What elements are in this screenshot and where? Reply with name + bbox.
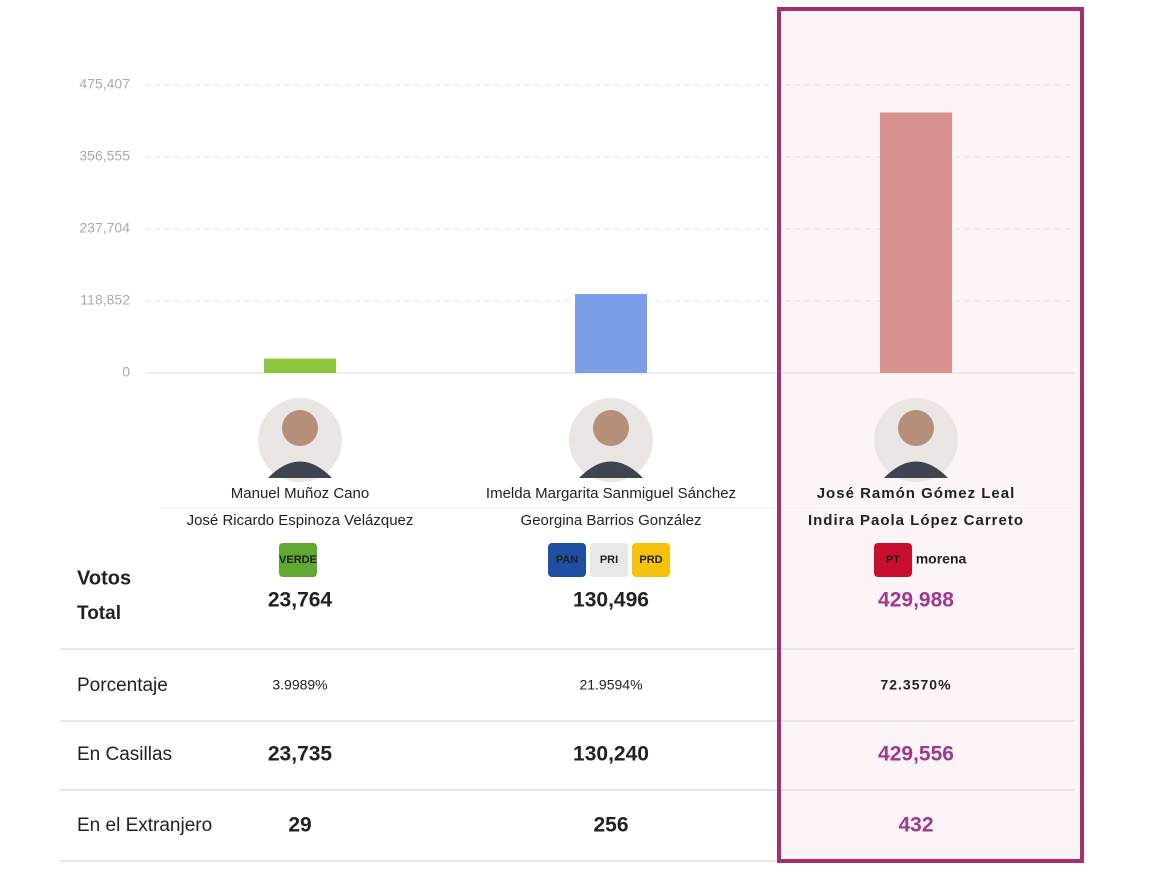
cell: 23,735 bbox=[268, 743, 333, 766]
photo-body bbox=[579, 461, 643, 478]
bar bbox=[575, 293, 647, 373]
running-mate: Indira Paola López Carreto bbox=[808, 512, 1024, 529]
bar bbox=[264, 358, 336, 373]
cell: 429,556 bbox=[878, 743, 954, 766]
party-logo bbox=[874, 543, 912, 577]
y-tick-label: 0 bbox=[122, 364, 130, 380]
candidate-name: Imelda Margarita Sanmiguel Sánchez bbox=[486, 485, 736, 502]
photo-head bbox=[282, 410, 318, 446]
total-votes: 429,988 bbox=[878, 589, 954, 612]
party-logo bbox=[590, 543, 628, 577]
running-mate: Georgina Barrios González bbox=[521, 512, 702, 529]
cell: 3.9989% bbox=[272, 677, 327, 693]
row-label: En Casillas bbox=[77, 744, 172, 765]
y-tick-label: 118,852 bbox=[80, 292, 130, 308]
photo-head bbox=[898, 410, 934, 446]
candidate-name: José Ramón Gómez Leal bbox=[817, 485, 1016, 502]
cell: 130,240 bbox=[573, 743, 649, 766]
total-label: Total bbox=[77, 603, 121, 624]
y-tick-label: 475,407 bbox=[79, 76, 130, 92]
party-name: PAN bbox=[556, 554, 578, 566]
photo-head bbox=[593, 410, 629, 446]
party-name: PRD bbox=[639, 554, 662, 566]
photo-body bbox=[884, 461, 948, 478]
cell: 21.9594% bbox=[579, 677, 642, 693]
party-logo bbox=[632, 543, 670, 577]
party-logo bbox=[279, 543, 317, 577]
total-votes: 23,764 bbox=[268, 589, 333, 612]
y-tick-label: 237,704 bbox=[79, 220, 130, 236]
party-logo bbox=[548, 543, 586, 577]
y-tick-label: 356,555 bbox=[79, 148, 130, 164]
running-mate: José Ricardo Espinoza Velázquez bbox=[187, 512, 414, 529]
total-votes: 130,496 bbox=[573, 589, 649, 612]
cell: 72.3570% bbox=[880, 677, 951, 693]
cell: 29 bbox=[288, 814, 311, 837]
total-label: Votos bbox=[77, 567, 131, 589]
cell: 432 bbox=[898, 814, 933, 837]
row-label: En el Extranjero bbox=[77, 815, 212, 836]
row-label: Porcentaje bbox=[77, 675, 168, 696]
party-name: VERDE bbox=[279, 554, 317, 566]
party-name: PT bbox=[886, 554, 900, 566]
party-name: morena bbox=[916, 551, 967, 567]
bar bbox=[880, 112, 952, 373]
cell: 256 bbox=[593, 814, 628, 837]
party-name: PRI bbox=[600, 554, 618, 566]
photo-body bbox=[268, 461, 332, 478]
highlight-border bbox=[777, 7, 1084, 863]
candidate-name: Manuel Muñoz Cano bbox=[231, 485, 369, 502]
